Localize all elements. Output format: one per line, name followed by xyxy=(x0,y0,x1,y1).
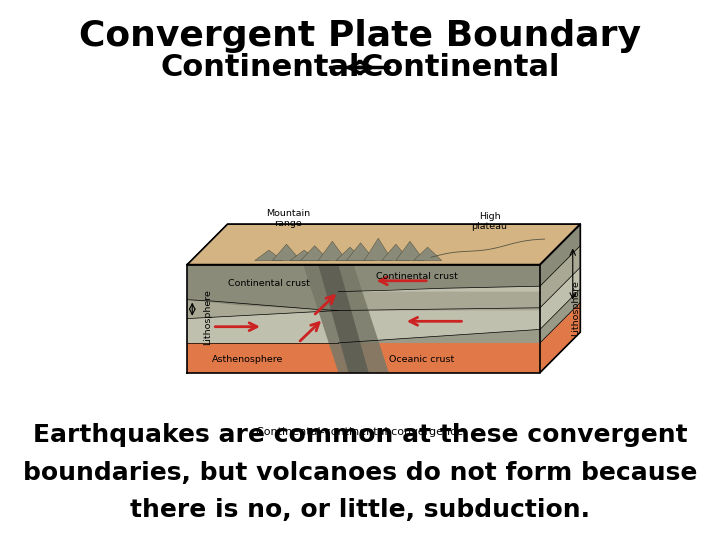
Text: Continental: Continental xyxy=(360,53,559,82)
Polygon shape xyxy=(413,247,442,261)
Polygon shape xyxy=(255,250,283,261)
Polygon shape xyxy=(187,310,540,343)
Polygon shape xyxy=(318,241,346,261)
Polygon shape xyxy=(187,224,580,265)
Polygon shape xyxy=(303,265,389,373)
Polygon shape xyxy=(338,329,540,343)
Polygon shape xyxy=(290,250,318,261)
Polygon shape xyxy=(318,265,369,373)
Polygon shape xyxy=(540,302,580,373)
Text: Lithosphere: Lithosphere xyxy=(571,280,580,336)
Polygon shape xyxy=(272,244,301,261)
Polygon shape xyxy=(187,292,540,319)
Polygon shape xyxy=(301,246,329,261)
Polygon shape xyxy=(338,265,540,292)
Text: Continental: Continental xyxy=(161,53,360,82)
Polygon shape xyxy=(346,243,374,261)
Text: Mountain
range: Mountain range xyxy=(266,209,310,228)
Text: Convergent Plate Boundary: Convergent Plate Boundary xyxy=(79,19,641,53)
Polygon shape xyxy=(540,267,580,329)
Polygon shape xyxy=(396,241,424,261)
Polygon shape xyxy=(364,238,392,261)
Text: boundaries, but volcanoes do not form because: boundaries, but volcanoes do not form be… xyxy=(23,461,697,484)
Polygon shape xyxy=(187,343,540,373)
Text: Continental-continental convergence: Continental-continental convergence xyxy=(256,427,464,437)
Text: Continental crust: Continental crust xyxy=(228,279,310,288)
Polygon shape xyxy=(540,224,580,373)
Polygon shape xyxy=(187,265,338,310)
Polygon shape xyxy=(187,265,540,373)
Text: Oceanic crust: Oceanic crust xyxy=(389,355,454,363)
Text: Continental crust: Continental crust xyxy=(377,272,458,281)
Polygon shape xyxy=(540,224,580,286)
Text: Earthquakes are common at these convergent: Earthquakes are common at these converge… xyxy=(32,423,688,447)
Polygon shape xyxy=(382,244,410,261)
Polygon shape xyxy=(540,246,580,308)
Polygon shape xyxy=(540,289,580,343)
Text: there is no, or little, subduction.: there is no, or little, subduction. xyxy=(130,498,590,522)
Text: Lithosphere: Lithosphere xyxy=(203,289,212,345)
Polygon shape xyxy=(336,247,364,261)
Text: High
plateau: High plateau xyxy=(472,212,508,231)
Text: Asthenosphere: Asthenosphere xyxy=(212,355,284,363)
